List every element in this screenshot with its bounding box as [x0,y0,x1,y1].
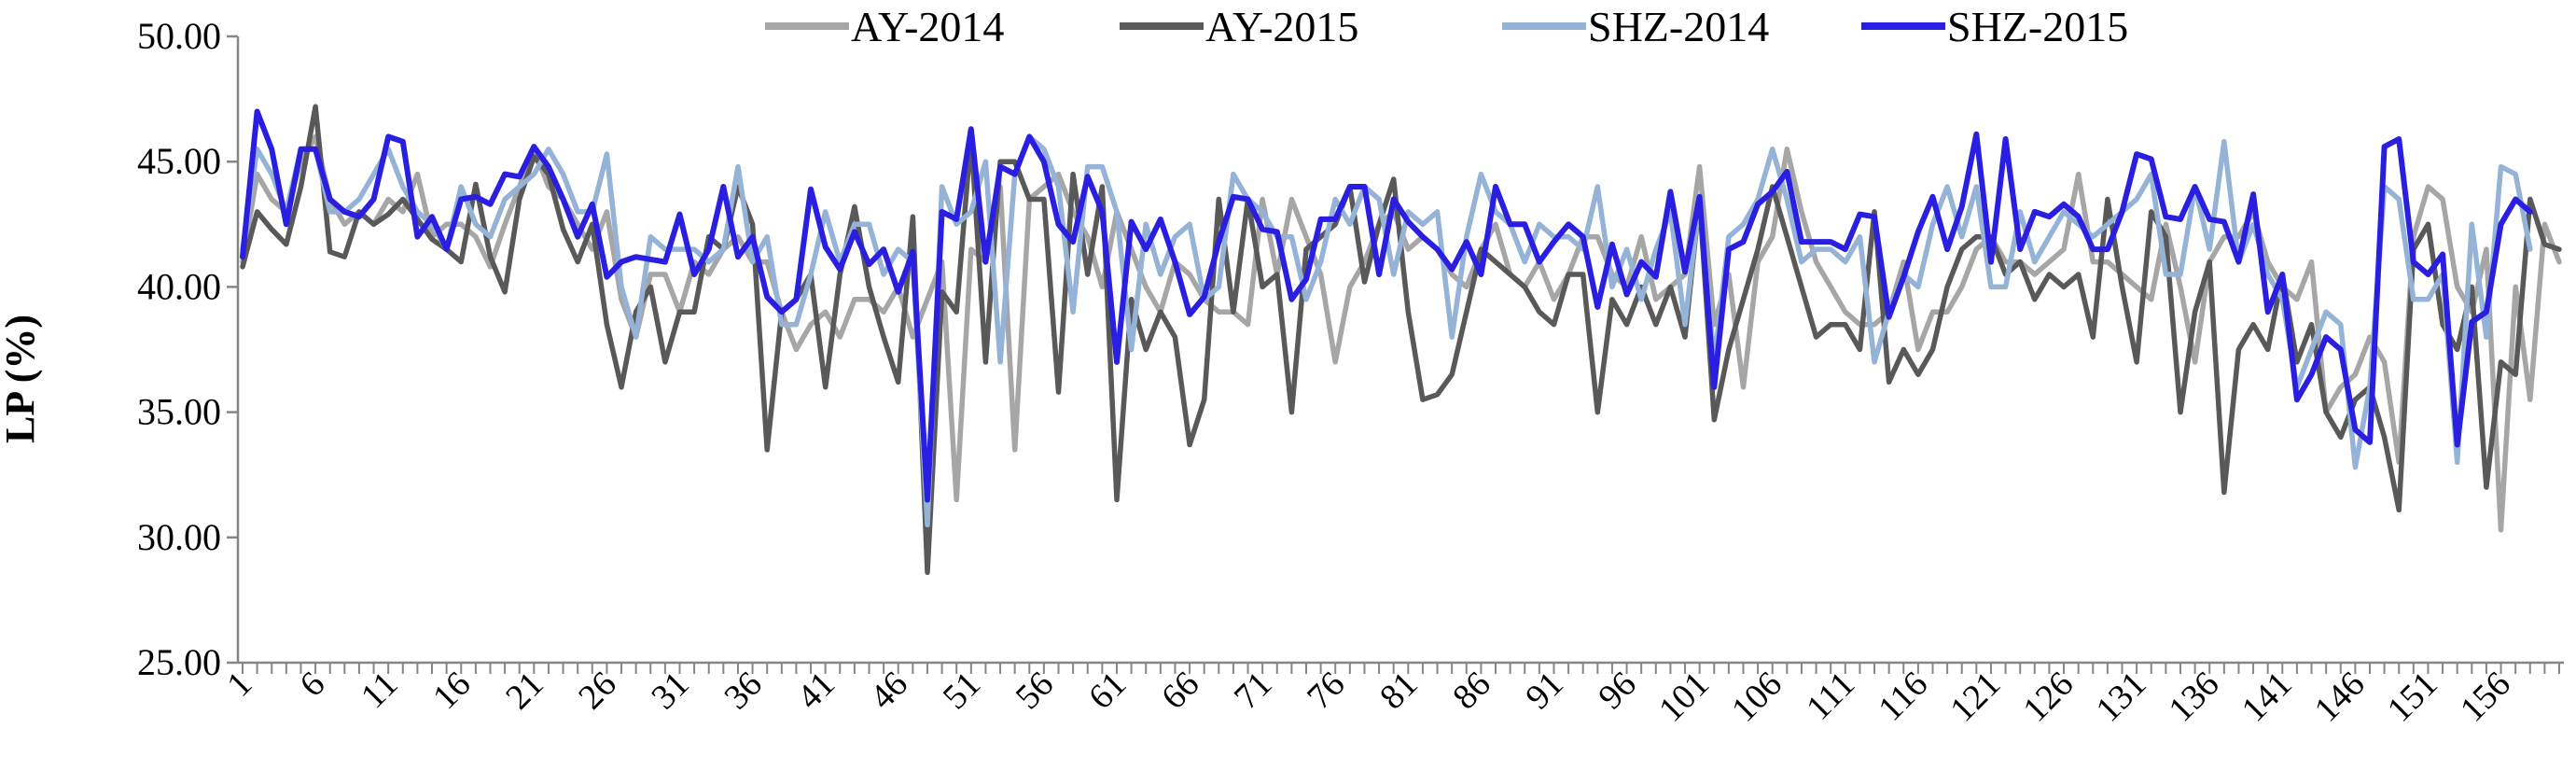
legend-label: AY-2015 [1205,3,1358,50]
y-axis: 25.00 30.00 35.00 40.00 45.00 50.00 [137,15,240,683]
x-tick-label: 6 [292,665,332,705]
x-tick-label: 11 [354,665,406,717]
x-tick-label: 61 [1081,665,1135,718]
x-tick-label: 31 [644,665,697,718]
series-lines [240,104,2562,576]
x-tick-label: 156 [2453,665,2518,730]
x-tick-label: 81 [1372,665,1426,718]
legend: AY-2014 AY-2015 SHZ-2014 SHZ-2015 [765,3,2128,50]
x-tick-label: 56 [1009,665,1062,718]
x-tick-label: 106 [1724,665,1789,730]
x-tick-label: 151 [2380,665,2445,730]
y-axis-title: LP (%) [0,315,43,443]
y-tick-label: 40.00 [137,265,221,307]
legend-label: AY-2014 [851,3,1004,50]
x-axis: 1 6 11 16 21 26 31 36 41 46 51 56 61 66 71 76 81 86 91 96 10… [219,661,2564,730]
x-tick-label: 1 [219,665,259,705]
x-tick-label: 26 [571,665,624,718]
y-tick-label: 35.00 [137,391,221,433]
x-tick-label: 16 [425,665,479,718]
x-tick-label: 141 [2235,665,2300,730]
x-tick-label: 96 [1591,665,1644,718]
y-tick-label: 30.00 [137,516,221,558]
x-tick-label: 76 [1300,665,1353,718]
legend-label: SHZ-2015 [1947,3,2128,50]
x-tick-label: 136 [2162,665,2227,730]
x-tick-label: 71 [1227,665,1280,718]
y-tick-label: 45.00 [137,140,221,182]
x-tick-label: 66 [1154,665,1207,718]
x-tick-label: 46 [863,665,916,718]
x-tick-label: 51 [936,665,989,718]
x-tick-label: 36 [717,665,770,718]
y-tick-label: 25.00 [137,641,221,683]
x-tick-label: 116 [1871,665,1935,729]
x-tick-label: 126 [2015,665,2081,730]
x-tick-label: 86 [1445,665,1498,718]
x-tick-label: 41 [789,665,842,718]
series-line-ay-2015 [240,104,2562,576]
x-tick-label: 146 [2307,665,2373,730]
x-tick-label: 121 [1942,665,2008,730]
x-tick-label: 131 [2088,665,2153,730]
legend-label: SHZ-2014 [1588,3,1769,50]
y-tick-label: 50.00 [137,15,221,57]
x-tick-label: 91 [1518,665,1571,718]
x-tick-label: 21 [498,665,551,718]
x-tick-label: 101 [1651,665,1717,730]
x-tick-label: 111 [1799,665,1862,728]
series-line-shz-2015 [240,108,2533,503]
